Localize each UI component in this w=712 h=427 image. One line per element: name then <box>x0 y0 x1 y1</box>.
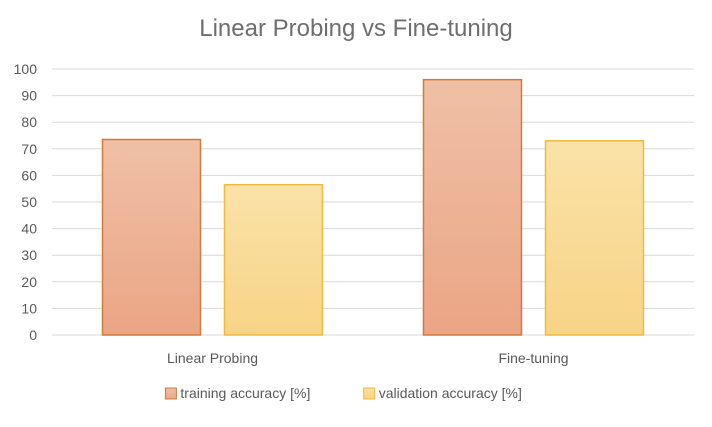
y-tick-label: 10 <box>21 300 37 316</box>
x-tick-label: Fine-tuning <box>498 350 568 366</box>
x-axis-ticks: Linear Probing Fine-tuning <box>167 350 569 366</box>
y-tick-label: 0 <box>29 327 37 343</box>
y-tick-label: 70 <box>21 141 37 157</box>
x-tick-label: Linear Probing <box>167 350 258 366</box>
bar <box>223 183 324 336</box>
bar <box>422 78 523 336</box>
legend-label: validation accuracy [%] <box>379 385 522 401</box>
chart-title: Linear Probing vs Fine-tuning <box>199 15 513 42</box>
bar <box>101 138 202 336</box>
bars <box>101 78 645 336</box>
y-tick-label: 50 <box>21 194 37 210</box>
y-axis-ticks: 0 10 20 30 40 50 60 70 80 90 100 <box>14 61 38 343</box>
bar <box>544 140 645 336</box>
legend-swatch <box>164 387 177 400</box>
y-tick-label: 30 <box>21 247 37 263</box>
y-tick-label: 90 <box>21 88 37 104</box>
y-tick-label: 80 <box>21 114 37 130</box>
y-tick-label: 100 <box>14 61 38 77</box>
y-tick-label: 20 <box>21 274 37 290</box>
y-tick-label: 40 <box>21 221 37 237</box>
legend-label: training accuracy [%] <box>180 385 310 401</box>
legend: training accuracy [%] validation accuracy… <box>164 385 522 401</box>
y-tick-label: 60 <box>21 167 37 183</box>
legend-swatch <box>363 387 376 400</box>
